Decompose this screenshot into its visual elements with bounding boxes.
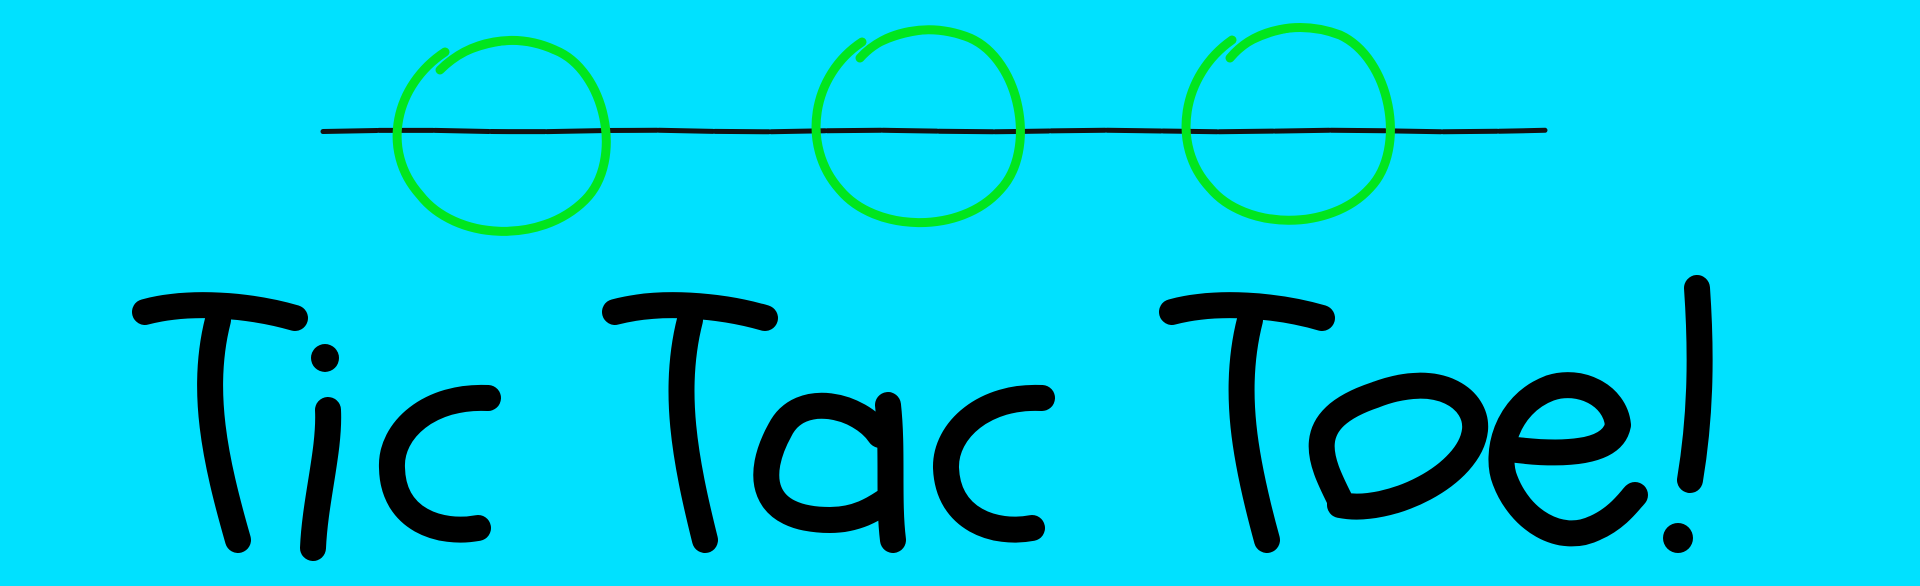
board-line-segment (1272, 127, 1332, 134)
o-mark-2-label: O (0, 0, 13, 4)
board-line (320, 127, 1548, 135)
o-mark-1[interactable]: O (0, 0, 611, 236)
board-line-segment (1384, 128, 1444, 135)
board-line-segment (544, 128, 604, 135)
board-line-segment (1216, 128, 1276, 135)
board-line-segment (936, 128, 996, 135)
title-letter-t3 (1159, 275, 1713, 553)
board-line-segment (656, 127, 716, 134)
game-title: Tic Tac Toe! (0, 0, 1713, 561)
board-line-segment (1104, 127, 1164, 134)
o-mark-3[interactable]: O (0, 0, 1395, 225)
o-mark-1-label: O (0, 0, 13, 4)
board-line-segment (1496, 127, 1548, 134)
o-mark-2[interactable]: O (0, 0, 1025, 228)
board-line-segment (880, 127, 940, 134)
board-line-segment (1328, 127, 1388, 134)
title-letter-t1 (132, 292, 501, 561)
o-marks: O O O (0, 0, 1395, 236)
board-line-segment (320, 127, 380, 135)
title-text: Tic Tac Toe! (0, 0, 6, 1)
title-letter-t2 (602, 292, 1055, 553)
o-mark-3-label: O (0, 0, 13, 4)
board-line-segment (432, 127, 492, 134)
board-line-segment (1048, 127, 1108, 134)
